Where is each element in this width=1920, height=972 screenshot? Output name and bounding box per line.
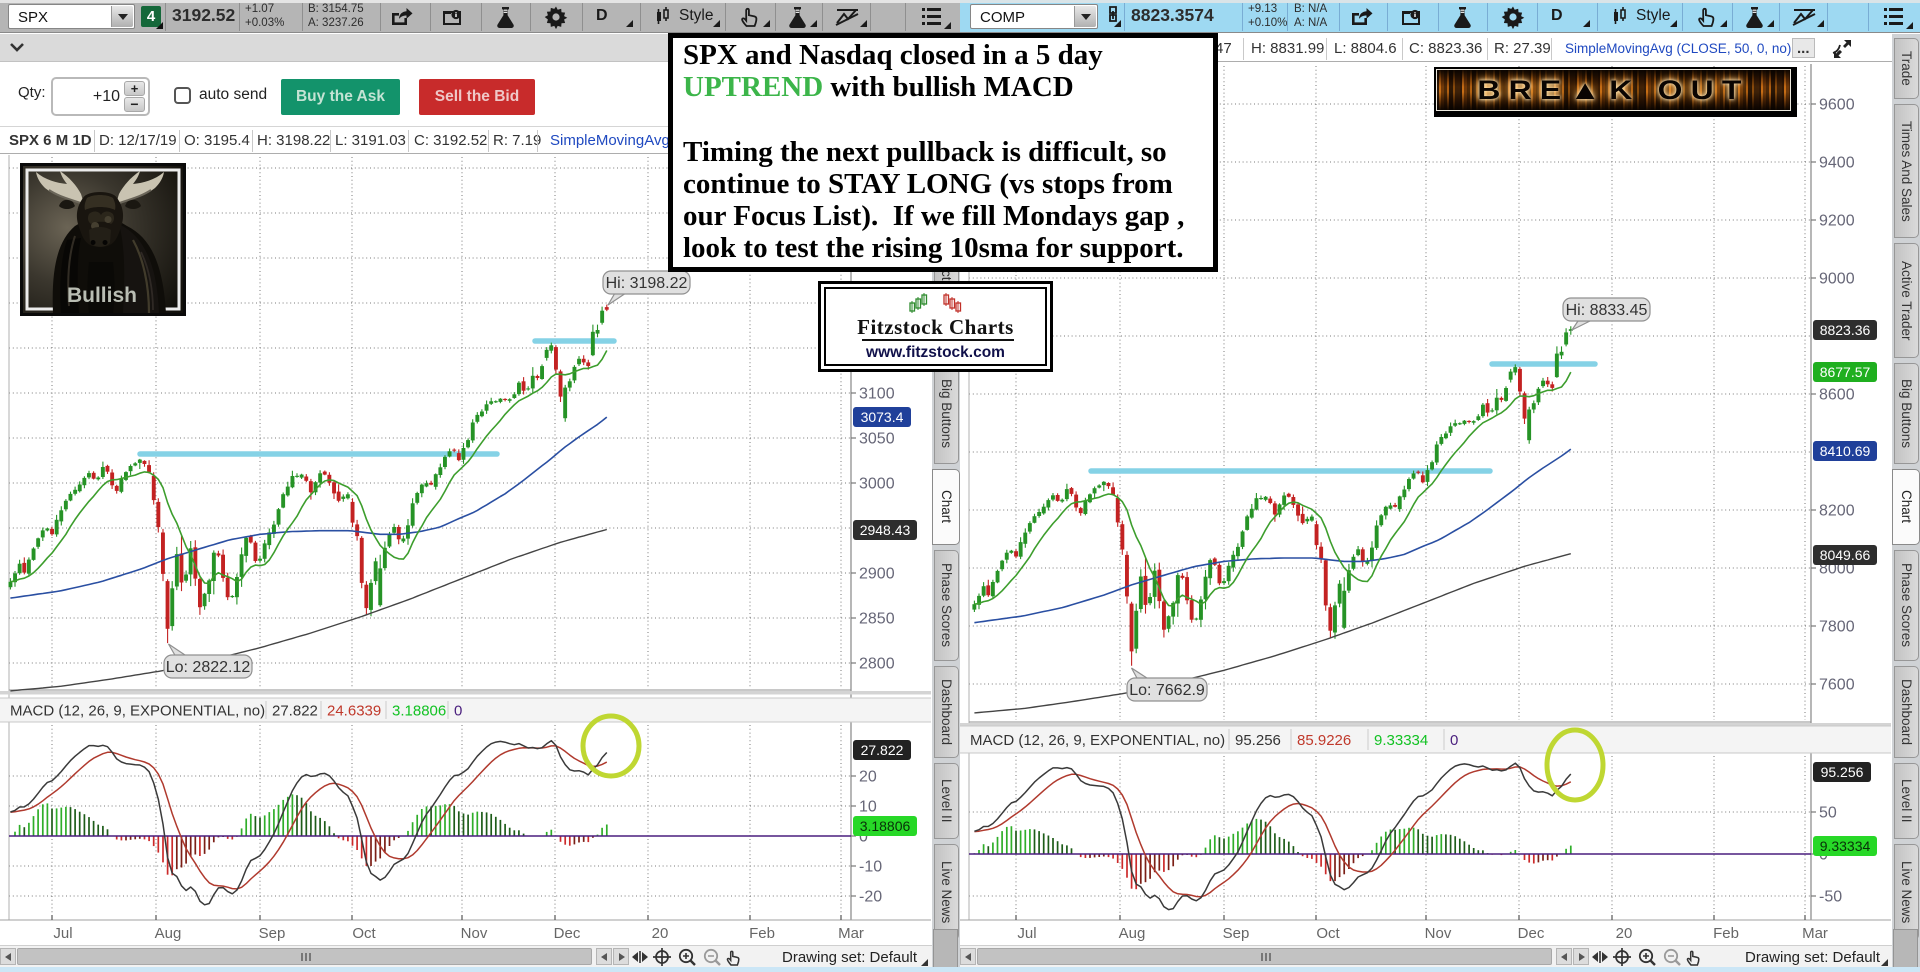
svg-text:Dec: Dec bbox=[1518, 925, 1545, 942]
svg-text:Lo: 7662.9: Lo: 7662.9 bbox=[1129, 682, 1205, 699]
svg-text:9600: 9600 bbox=[1819, 97, 1855, 114]
svg-text:3.18806: 3.18806 bbox=[392, 703, 446, 720]
svg-text:20: 20 bbox=[1616, 925, 1633, 942]
svg-text:10: 10 bbox=[859, 799, 877, 816]
svg-text:95.256: 95.256 bbox=[1821, 764, 1864, 780]
svg-text:Nov: Nov bbox=[461, 925, 488, 942]
svg-text:8600: 8600 bbox=[1819, 387, 1855, 404]
svg-text:3100: 3100 bbox=[859, 386, 895, 403]
svg-text:8823.36: 8823.36 bbox=[1820, 322, 1871, 338]
svg-text:Oct: Oct bbox=[352, 925, 376, 942]
svg-text:0: 0 bbox=[1450, 732, 1458, 749]
svg-text:Aug: Aug bbox=[1119, 925, 1146, 942]
svg-text:3000: 3000 bbox=[859, 476, 895, 493]
svg-text:24.6339: 24.6339 bbox=[327, 703, 381, 720]
svg-text:Lo: 2822.12: Lo: 2822.12 bbox=[166, 659, 251, 676]
svg-text:3050: 3050 bbox=[859, 431, 895, 448]
svg-text:Hi: 8833.45: Hi: 8833.45 bbox=[1566, 302, 1648, 319]
svg-text:-10: -10 bbox=[859, 859, 882, 876]
svg-text:27.822: 27.822 bbox=[272, 703, 318, 720]
svg-text:Aug: Aug bbox=[155, 925, 182, 942]
svg-text:3.18806: 3.18806 bbox=[860, 818, 911, 834]
svg-text:Nov: Nov bbox=[1425, 925, 1452, 942]
svg-text:Bullish: Bullish bbox=[67, 284, 137, 307]
svg-text:MACD (12, 26, 9, EXPONENTIAL,: MACD (12, 26, 9, EXPONENTIAL, no) bbox=[10, 703, 265, 720]
svg-text:Mar: Mar bbox=[838, 925, 864, 942]
svg-text:9.33334: 9.33334 bbox=[1820, 838, 1871, 854]
svg-text:50: 50 bbox=[1819, 805, 1837, 822]
svg-text:85.9226: 85.9226 bbox=[1297, 732, 1351, 749]
svg-text:Feb: Feb bbox=[749, 925, 775, 942]
svg-text:20: 20 bbox=[859, 769, 877, 786]
svg-text:7600: 7600 bbox=[1819, 677, 1855, 694]
svg-text:2800: 2800 bbox=[859, 656, 895, 673]
svg-text:8200: 8200 bbox=[1819, 503, 1855, 520]
svg-text:20: 20 bbox=[652, 925, 669, 942]
svg-text:Oct: Oct bbox=[1316, 925, 1340, 942]
svg-text:Feb: Feb bbox=[1713, 925, 1739, 942]
svg-text:9200: 9200 bbox=[1819, 213, 1855, 230]
svg-text:Sep: Sep bbox=[259, 925, 286, 942]
svg-text:7800: 7800 bbox=[1819, 619, 1855, 636]
svg-text:8677.57: 8677.57 bbox=[1820, 364, 1871, 380]
svg-text:8049.66: 8049.66 bbox=[1820, 547, 1871, 563]
svg-text:0: 0 bbox=[859, 829, 868, 846]
svg-text:Jul: Jul bbox=[1017, 925, 1036, 942]
svg-text:Mar: Mar bbox=[1802, 925, 1828, 942]
svg-text:3073.4: 3073.4 bbox=[861, 409, 904, 425]
svg-text:9400: 9400 bbox=[1819, 155, 1855, 172]
svg-text:2900: 2900 bbox=[859, 566, 895, 583]
svg-text:2948.43: 2948.43 bbox=[860, 522, 911, 538]
svg-text:Dec: Dec bbox=[554, 925, 581, 942]
svg-text:-50: -50 bbox=[1819, 889, 1842, 906]
svg-text:Jul: Jul bbox=[53, 925, 72, 942]
svg-text:MACD (12, 26, 9, EXPONENTIAL,: MACD (12, 26, 9, EXPONENTIAL, no) bbox=[970, 732, 1225, 749]
svg-text:2850: 2850 bbox=[859, 611, 895, 628]
svg-text:Hi: 3198.22: Hi: 3198.22 bbox=[606, 275, 688, 292]
svg-text:8410.69: 8410.69 bbox=[1820, 443, 1871, 459]
svg-text:9000: 9000 bbox=[1819, 271, 1855, 288]
svg-text:0: 0 bbox=[454, 703, 462, 720]
svg-text:9.33334: 9.33334 bbox=[1374, 732, 1428, 749]
svg-text:Sep: Sep bbox=[1223, 925, 1250, 942]
svg-text:-20: -20 bbox=[859, 889, 882, 906]
svg-text:95.256: 95.256 bbox=[1235, 732, 1281, 749]
svg-text:27.822: 27.822 bbox=[861, 742, 904, 758]
